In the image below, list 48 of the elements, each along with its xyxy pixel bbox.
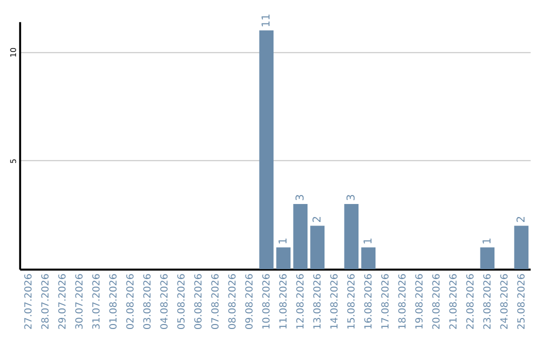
data-label: 1 xyxy=(361,238,374,244)
x-tick-label: 30.07.2026 xyxy=(74,274,86,330)
bar xyxy=(480,247,494,270)
data-label: 3 xyxy=(344,194,358,202)
x-tick-label: 17.08.2026 xyxy=(380,274,392,330)
x-tick-label: 04.08.2026 xyxy=(159,274,170,330)
x-tick-label: 22.08.2026 xyxy=(465,274,476,330)
x-tick-label: 28.07.2026 xyxy=(40,274,52,330)
x-tick-label: 16.08.2026 xyxy=(363,274,374,330)
x-tick-label: 15.08.2026 xyxy=(346,274,358,330)
y-tick-label: 10 xyxy=(9,48,18,58)
bar xyxy=(259,30,274,270)
x-tick-label: 11.08.2026 xyxy=(278,274,290,330)
x-tick-label: 10.08.2026 xyxy=(261,274,272,330)
x-tick-label: 23.08.2026 xyxy=(482,274,494,330)
x-tick-label: 31.07.2026 xyxy=(91,274,102,330)
bar xyxy=(293,204,308,270)
data-label: 2 xyxy=(514,216,528,223)
x-tick-label: 19.08.2026 xyxy=(414,274,426,330)
x-tick-label: 14.08.2026 xyxy=(329,274,340,330)
data-label: 3 xyxy=(293,194,306,202)
x-tick-label: 20.08.2026 xyxy=(431,274,442,330)
x-tick-label: 13.08.2026 xyxy=(312,274,324,330)
x-tick-label: 02.08.2026 xyxy=(125,274,136,330)
bar xyxy=(310,226,325,270)
data-label: 1 xyxy=(480,238,494,244)
x-tick-label: 25.08.2026 xyxy=(516,274,528,330)
bar xyxy=(344,204,359,270)
bar xyxy=(276,247,291,270)
x-tick-label: 27.07.2026 xyxy=(23,274,34,330)
y-tick-label: 5 xyxy=(9,158,18,164)
x-tick-label: 24.08.2026 xyxy=(499,274,510,330)
x-tick-label: 01.08.2026 xyxy=(108,274,120,330)
data-label: 11 xyxy=(259,14,272,28)
bar xyxy=(514,226,528,270)
x-tick-label: 21.08.2026 xyxy=(448,274,460,330)
data-label: 2 xyxy=(310,216,324,223)
x-tick-label: 03.08.2026 xyxy=(142,274,154,330)
x-tick-label: 09.08.2026 xyxy=(244,274,256,330)
bar xyxy=(361,247,376,270)
x-tick-label: 07.08.2026 xyxy=(210,274,222,330)
x-tick-label: 29.07.2026 xyxy=(57,274,68,330)
x-tick-label: 08.08.2026 xyxy=(227,274,238,330)
data-label: 1 xyxy=(276,238,290,244)
x-tick-label: 06.08.2026 xyxy=(193,274,204,330)
x-tick-label: 05.08.2026 xyxy=(176,274,188,330)
x-tick-label: 18.08.2026 xyxy=(397,274,408,330)
x-tick-label: 12.08.2026 xyxy=(295,274,306,330)
